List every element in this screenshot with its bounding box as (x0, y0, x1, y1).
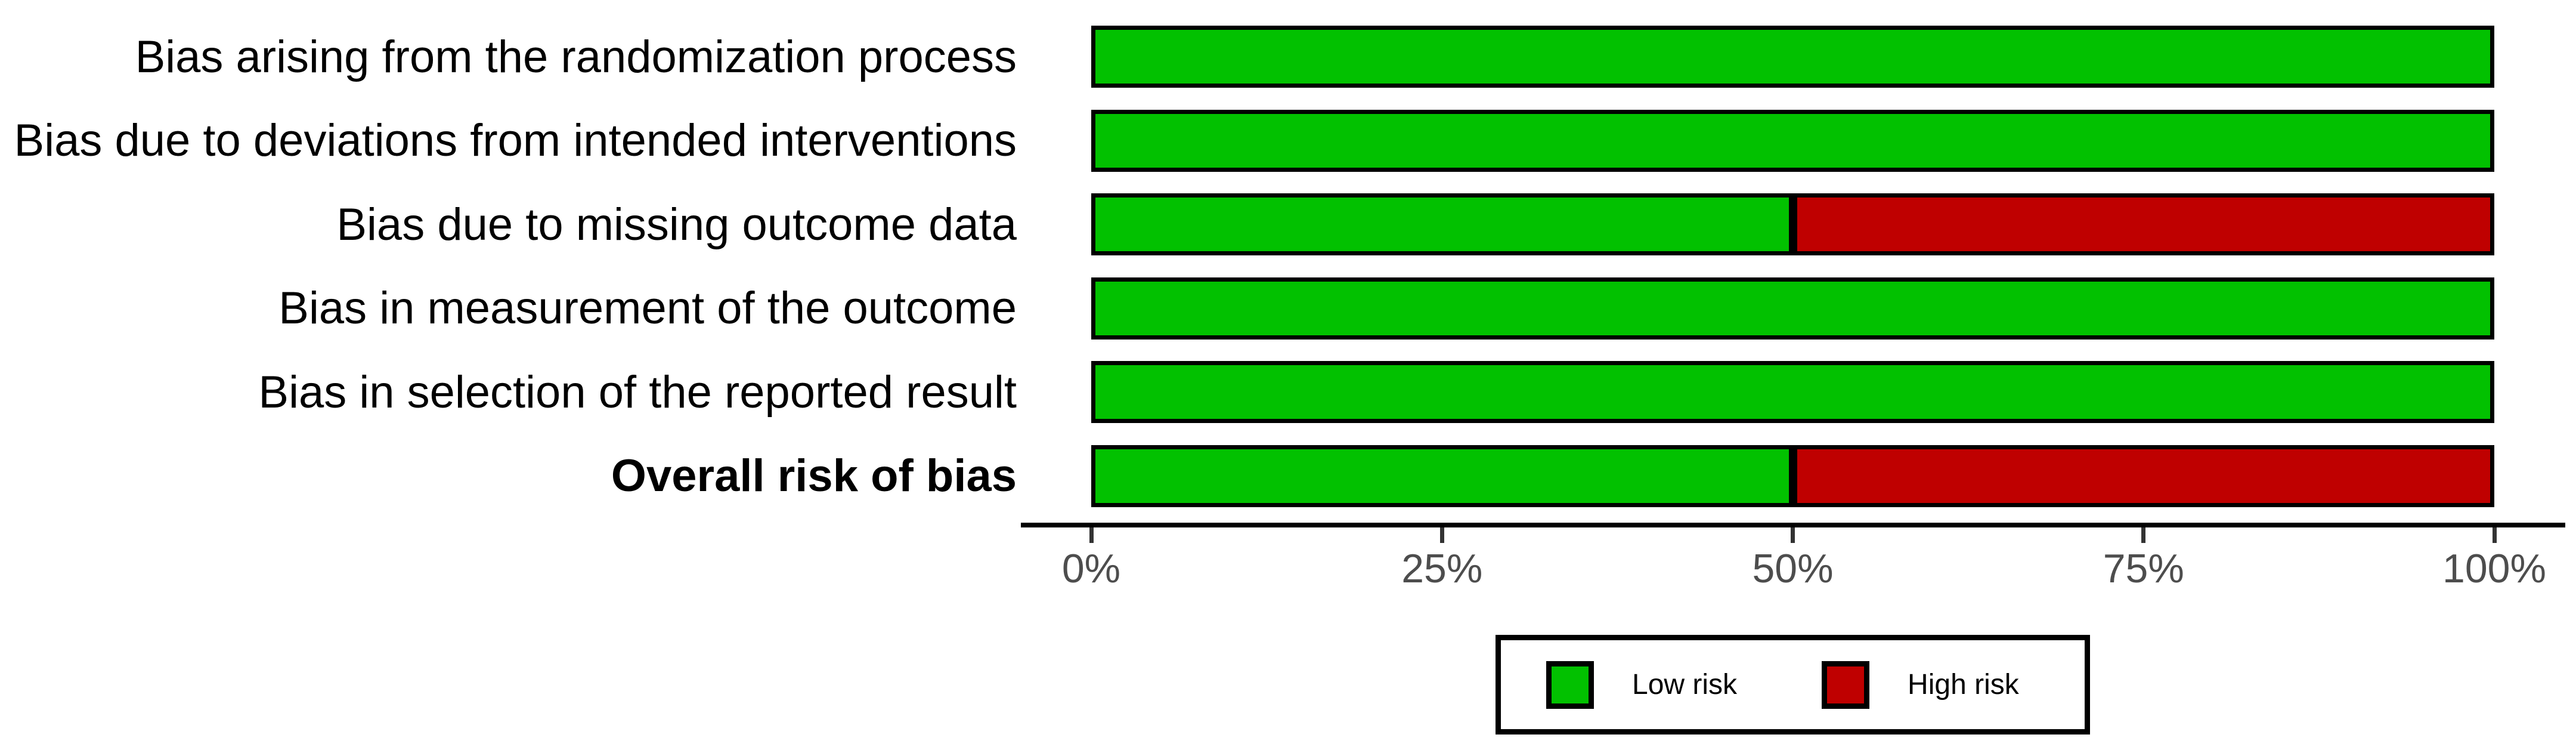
legend-swatch-low-risk (1546, 661, 1594, 709)
bar-row: Bias due to missing outcome data (0, 193, 2576, 255)
bar-track (1091, 26, 2494, 88)
bar-segment-low-risk (1091, 361, 2494, 423)
category-label: Overall risk of bias (611, 450, 1017, 501)
legend-item-low-risk: Low risk (1546, 661, 1737, 709)
x-axis-tick (2492, 527, 2497, 543)
category-label: Bias in selection of the reported result (258, 366, 1017, 418)
bar-track (1091, 361, 2494, 423)
x-axis-tick (1439, 527, 1444, 543)
category-label: Bias arising from the randomization proc… (135, 31, 1017, 82)
x-axis-line (1021, 523, 2565, 527)
bar-segment-low-risk (1091, 445, 1793, 507)
legend-swatch-high-risk (1822, 661, 1870, 709)
bar-segment-low-risk (1091, 109, 2494, 172)
legend-label-high-risk: High risk (1908, 669, 2019, 700)
x-axis-tick (2141, 527, 2146, 543)
bar-segment-low-risk (1091, 193, 1793, 255)
bar-segment-high-risk (1792, 445, 2494, 507)
category-label: Bias due to deviations from intended int… (14, 115, 1017, 166)
legend: Low risk High risk (1496, 635, 2090, 735)
x-axis-tick (1791, 527, 1795, 543)
bar-track (1091, 193, 2494, 255)
bar-row: Bias in measurement of the outcome (0, 277, 2576, 340)
bar-row: Bias in selection of the reported result (0, 361, 2576, 423)
bar-track (1091, 277, 2494, 340)
category-label: Bias due to missing outcome data (336, 199, 1017, 250)
bar-row: Overall risk of bias (0, 445, 2576, 507)
x-axis-tick-label: 50% (1752, 546, 1834, 591)
legend-item-high-risk: High risk (1822, 661, 2019, 709)
x-axis-tick-label: 100% (2442, 546, 2546, 591)
bar-track (1091, 109, 2494, 172)
bar-segment-low-risk (1091, 26, 2494, 88)
category-label: Bias in measurement of the outcome (278, 283, 1017, 334)
bar-row: Bias arising from the randomization proc… (0, 26, 2576, 88)
x-axis-tick-label: 25% (1401, 546, 1483, 591)
x-axis-tick-label: 0% (1061, 546, 1121, 591)
bar-segment-high-risk (1792, 193, 2494, 255)
x-axis-tick (1089, 527, 1094, 543)
x-axis-tick-label: 75% (2103, 546, 2184, 591)
bar-segment-low-risk (1091, 277, 2494, 340)
legend-label-low-risk: Low risk (1632, 669, 1738, 700)
bar-track (1091, 445, 2494, 507)
bar-row: Bias due to deviations from intended int… (0, 109, 2576, 172)
